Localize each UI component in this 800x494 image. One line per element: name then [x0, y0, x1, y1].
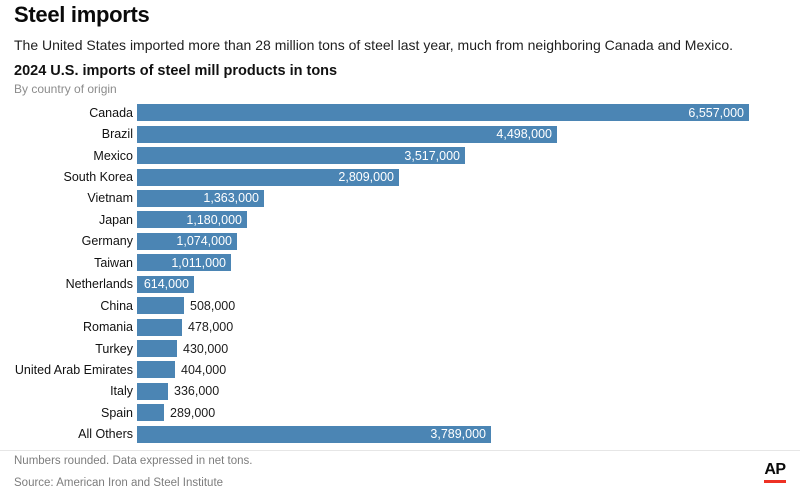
category-label: Brazil: [101, 127, 133, 142]
bar: [137, 404, 164, 422]
bar-track: 289,000: [137, 404, 800, 422]
category-label: Turkey: [95, 341, 133, 356]
bar-track: 336,000: [137, 382, 800, 400]
bar-track: 2,809,000: [137, 168, 800, 186]
value-label: 430,000: [183, 341, 229, 356]
bar: 6,557,000: [137, 104, 749, 122]
bar-row: Taiwan 1,011,000: [0, 252, 800, 273]
category-label: Netherlands: [65, 277, 133, 292]
chart-subtitle: By country of origin: [14, 82, 117, 96]
bar-row: Romania 478,000: [0, 316, 800, 337]
value-label: 3,517,000: [404, 148, 460, 163]
bar-track: 1,363,000: [137, 189, 800, 207]
value-label: 478,000: [188, 320, 234, 335]
value-label: 6,557,000: [688, 105, 744, 120]
bar: 4,498,000: [137, 125, 557, 143]
category-label: Romania: [82, 320, 133, 335]
footnote: Numbers rounded. Data expressed in net t…: [14, 455, 253, 467]
bar-track: 3,789,000: [137, 425, 800, 443]
bar-row: United Arab Emirates 404,000: [0, 359, 800, 380]
bar: 1,180,000: [137, 211, 247, 229]
bar: 614,000: [137, 275, 194, 293]
category-label: Germany: [81, 234, 133, 249]
value-label: 2,809,000: [338, 170, 394, 185]
bar-track: 3,517,000: [137, 147, 800, 165]
bar-row: China 508,000: [0, 295, 800, 316]
bar-row: Italy 336,000: [0, 381, 800, 402]
bar-track: 430,000: [137, 340, 800, 358]
value-label: 404,000: [181, 362, 227, 377]
value-label: 508,000: [190, 298, 236, 313]
page-title: Steel imports: [14, 2, 150, 27]
chart-title: 2024 U.S. imports of steel mill products…: [14, 63, 338, 79]
category-label: Canada: [89, 105, 133, 120]
value-label: 614,000: [143, 277, 189, 292]
bar: [137, 340, 177, 358]
category-label: Spain: [101, 405, 133, 420]
value-label: 3,789,000: [430, 427, 486, 442]
ap-logo-underline: [764, 480, 786, 483]
bar: [137, 318, 182, 336]
category-label: Italy: [110, 384, 133, 399]
category-label: China: [100, 298, 133, 313]
category-label: Taiwan: [94, 255, 133, 270]
value-label: 1,363,000: [203, 191, 259, 206]
category-label: United Arab Emirates: [14, 362, 133, 377]
bar: [137, 361, 175, 379]
bar-track: 478,000: [137, 318, 800, 336]
value-label: 4,498,000: [496, 127, 552, 142]
value-label: 336,000: [174, 384, 220, 399]
bar-chart: Canada 6,557,000 Brazil 4,498,000 Mexico 3,51…: [0, 102, 800, 445]
bar-track: 1,074,000: [137, 232, 800, 250]
bar: 1,074,000: [137, 232, 237, 250]
bar: 3,789,000: [137, 425, 491, 443]
bar-row: Netherlands 614,000: [0, 274, 800, 295]
bar-track: 404,000: [137, 361, 800, 379]
bar-row: Turkey 430,000: [0, 338, 800, 359]
category-label: Vietnam: [87, 191, 133, 206]
bar-track: 1,180,000: [137, 211, 800, 229]
value-label: 289,000: [170, 405, 216, 420]
bar-row: Mexico 3,517,000: [0, 145, 800, 166]
source-line: Source: American Iron and Steel Institut…: [14, 477, 224, 489]
bar-track: 1,011,000: [137, 254, 800, 272]
ap-logo-text: AP: [764, 461, 786, 478]
value-label: 1,011,000: [171, 255, 226, 270]
bar-track: 614,000: [137, 275, 800, 293]
divider: [0, 450, 800, 451]
bar-row: Brazil 4,498,000: [0, 123, 800, 144]
bar: [137, 297, 184, 315]
bar-row: All Others 3,789,000: [0, 424, 800, 445]
value-label: 1,074,000: [176, 234, 232, 249]
bar-row: Spain 289,000: [0, 402, 800, 423]
category-label: Mexico: [93, 148, 133, 163]
bar: 1,011,000: [137, 254, 231, 272]
category-label: Japan: [98, 212, 133, 227]
page-subtitle: The United States imported more than 28 …: [14, 37, 734, 53]
bar: 2,809,000: [137, 168, 399, 186]
bar-track: 508,000: [137, 297, 800, 315]
bar-row: South Korea 2,809,000: [0, 166, 800, 187]
bar-row: Canada 6,557,000: [0, 102, 800, 123]
bar: [137, 382, 168, 400]
bar-track: 4,498,000: [137, 125, 800, 143]
bar-row: Vietnam 1,363,000: [0, 188, 800, 209]
bar: 1,363,000: [137, 189, 264, 207]
category-label: All Others: [78, 427, 133, 442]
bar-row: Japan 1,180,000: [0, 209, 800, 230]
bar-track: 6,557,000: [137, 104, 800, 122]
value-label: 1,180,000: [186, 212, 242, 227]
bar: 3,517,000: [137, 147, 465, 165]
ap-logo: AP: [764, 461, 786, 483]
category-label: South Korea: [63, 170, 134, 185]
bar-row: Germany 1,074,000: [0, 231, 800, 252]
